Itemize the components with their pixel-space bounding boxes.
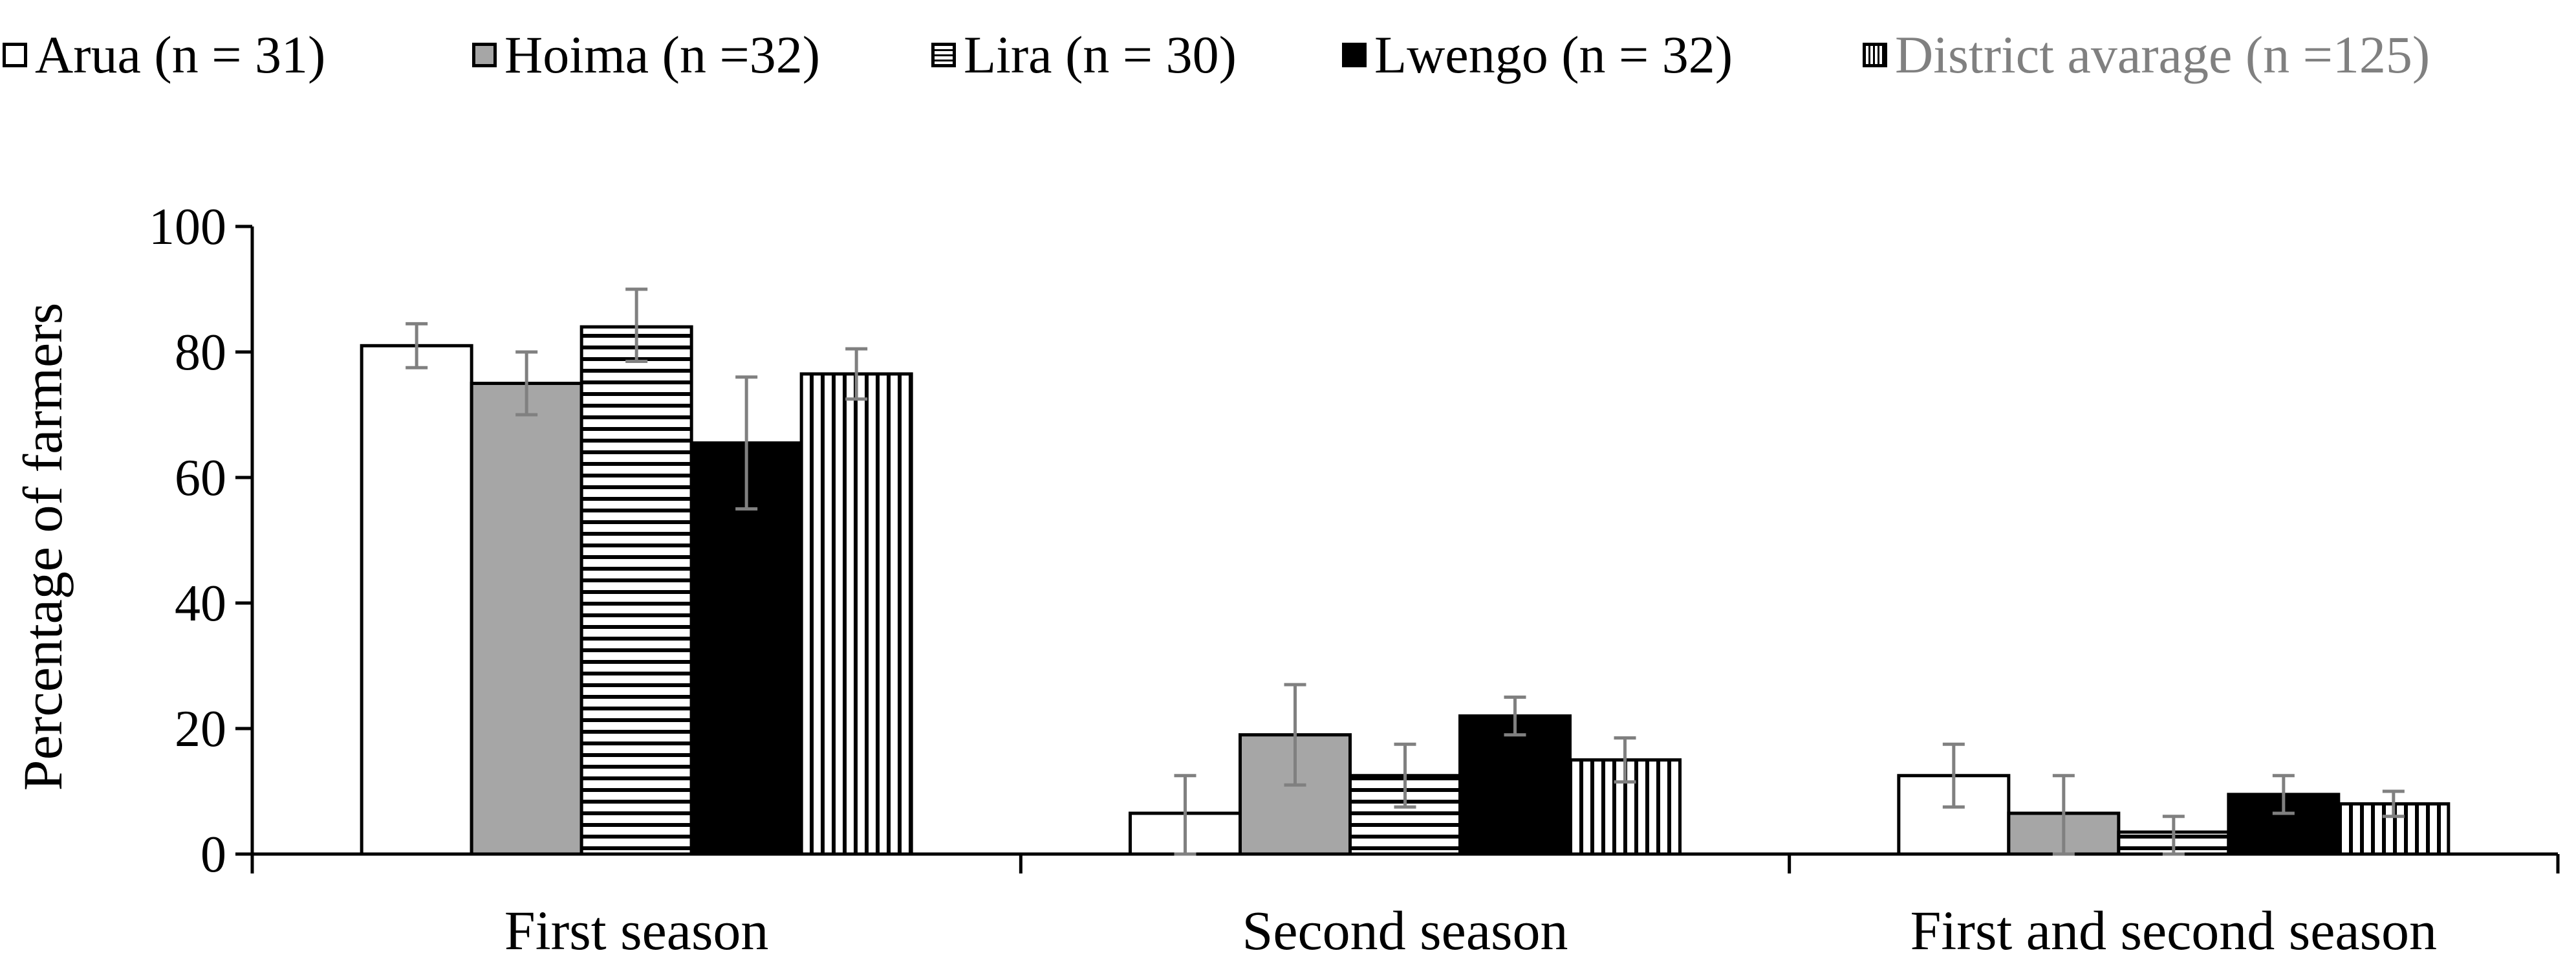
legend-item-district: District avarage (n =125) [1863,13,2430,97]
y-tick-label: 0 [200,826,226,883]
bar [579,325,693,856]
legend-item-arua: Arua (n = 31) [3,13,325,97]
y-tick-label: 40 [175,575,226,632]
bar [470,382,583,856]
legend-swatch-lira [931,43,956,67]
legend-swatch-lwengo [1342,43,1367,67]
plot-area: 0 20 40 60 80 100 First season Second season Fir… [149,199,2560,961]
bar [689,441,803,856]
legend-swatch-district [1863,43,1887,67]
x-category-label: Second season [1242,899,1568,961]
x-category-label: First and second season [1910,899,2437,961]
y-axis-title: Percentage of farmers [12,303,74,791]
legend-swatch-arua [3,43,27,67]
legend-item-lira: Lira (n = 30) [931,13,1237,97]
legend-item-lwengo: Lwengo (n = 32) [1342,13,1733,97]
x-category-label: First season [504,899,769,961]
legend: Arua (n = 31) Hoima (n =32) Lira (n = 30… [0,13,2576,97]
bar [799,372,913,856]
bar [360,344,473,856]
y-tick-label: 80 [175,324,226,381]
y-tick-label: 20 [175,701,226,758]
legend-label-arua: Arua (n = 31) [35,25,326,84]
legend-swatch-hoima [472,43,497,67]
bar [1458,714,1572,856]
legend-label-lwengo: Lwengo (n = 32) [1374,25,1733,84]
y-tick-label: 60 [175,450,226,507]
legend-label-hoima: Hoima (n =32) [504,25,821,84]
legend-label-lira: Lira (n = 30) [964,25,1237,84]
legend-label-district: District avarage (n =125) [1895,25,2430,84]
y-tick-label: 100 [149,199,226,256]
legend-item-hoima: Hoima (n =32) [472,13,820,97]
